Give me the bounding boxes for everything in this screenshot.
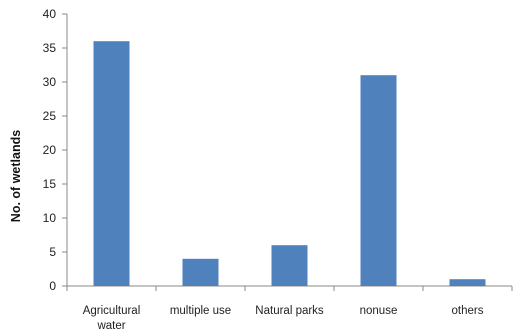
x-tick-label: Agricultural water	[83, 305, 141, 332]
y-tick-label: 20	[43, 143, 57, 157]
bar	[271, 245, 308, 286]
y-tick-label: 30	[43, 75, 57, 89]
axes	[62, 13, 513, 291]
x-tick-label: Natural parks	[255, 305, 324, 317]
y-tick-label: 0	[49, 279, 56, 293]
x-category-labels: Agricultural water multiple use Natural par…	[83, 305, 484, 332]
bar	[449, 279, 486, 286]
bar	[93, 41, 130, 287]
y-tick-labels: 0 5 10 15 20 25 30 35 40	[43, 7, 57, 293]
y-tick-label: 15	[43, 177, 57, 191]
y-tick-label: 40	[43, 7, 57, 21]
y-tick-label: 5	[49, 245, 56, 259]
y-tick-label: 35	[43, 41, 57, 55]
x-tick-label: others	[452, 305, 484, 317]
bars	[93, 41, 486, 287]
x-tick-label: nonuse	[360, 305, 398, 317]
bar	[360, 75, 397, 286]
y-tick-label: 10	[43, 211, 57, 225]
bar	[182, 258, 219, 286]
y-tick-label: 25	[43, 109, 57, 123]
y-axis-label: No. of wetlands	[9, 130, 23, 222]
x-tick-label: multiple use	[170, 305, 231, 317]
